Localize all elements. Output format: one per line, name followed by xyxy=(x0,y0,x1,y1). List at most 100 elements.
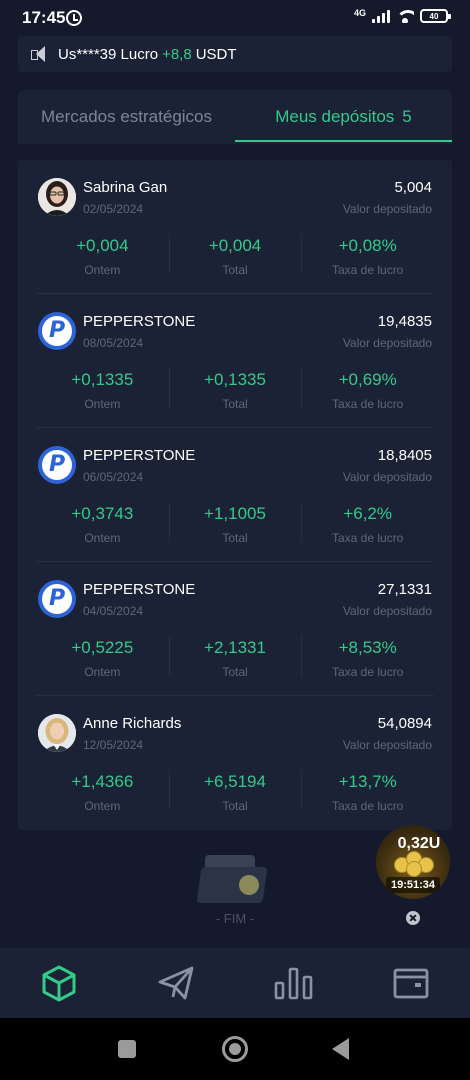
stat-rate: +0,08% Taxa de lucro xyxy=(301,230,434,280)
stat-label: Ontem xyxy=(84,665,121,679)
stat-rate: +6,2% Taxa de lucro xyxy=(301,498,434,548)
status-bar: 17:45 4G 40 xyxy=(0,0,470,36)
list-item[interactable]: Anne Richards 12/05/2024 54,0894 Valor d… xyxy=(36,696,434,830)
tab-my-deposits[interactable]: Meus depósitos 5 xyxy=(235,90,452,144)
stat-label: Taxa de lucro xyxy=(331,665,404,679)
signal-icon xyxy=(372,9,390,23)
stat-rate: +0,69% Taxa de lucro xyxy=(301,364,434,414)
avatar xyxy=(38,178,76,216)
deposit-date: 04/05/2024 xyxy=(83,604,144,618)
stat-yesterday: +0,5225 Ontem xyxy=(36,632,169,682)
deposit-date: 12/05/2024 xyxy=(83,738,144,752)
stat-label: Total xyxy=(222,799,248,813)
home-button[interactable] xyxy=(222,1036,248,1062)
bottom-nav xyxy=(0,948,470,1018)
amount-label: Valor depositado xyxy=(342,336,432,350)
stat-label: Ontem xyxy=(84,397,121,411)
list-item[interactable]: Sabrina Gan 02/05/2024 5,004 Valor depos… xyxy=(36,160,434,294)
stat-value: +0,1335 xyxy=(71,370,134,389)
stat-label: Total xyxy=(222,665,248,679)
reward-timer: 19:51:34 xyxy=(386,877,440,893)
stat-rate: +8,53% Taxa de lucro xyxy=(301,632,434,682)
stat-total: +2,1331 Total xyxy=(168,632,302,682)
stat-label: Taxa de lucro xyxy=(331,397,404,411)
close-icon[interactable] xyxy=(406,911,420,925)
paper-plane-icon xyxy=(158,966,194,1000)
deposit-amount: 18,8405 xyxy=(377,447,432,464)
stat-value: +0,3743 xyxy=(71,504,134,523)
deposit-name: Sabrina Gan xyxy=(83,179,168,196)
deposit-name: PEPPERSTONE xyxy=(83,447,196,464)
stat-yesterday: +1,4366 Ontem xyxy=(36,766,169,816)
stat-label: Taxa de lucro xyxy=(331,531,404,545)
stat-value: +0,5225 xyxy=(71,638,134,657)
list-end-text: - FIM - xyxy=(215,911,255,926)
nav-item-home[interactable] xyxy=(0,948,118,1018)
announcement-bar[interactable]: Us****39 Lucro +8,8 USDT xyxy=(18,36,452,72)
stat-value: +0,1335 xyxy=(204,370,266,389)
stat-label: Taxa de lucro xyxy=(331,799,404,813)
stat-label: Ontem xyxy=(84,799,121,813)
amount-label: Valor depositado xyxy=(342,202,432,216)
person-icon xyxy=(38,178,76,216)
stat-total: +6,5194 Total xyxy=(168,766,302,816)
deposit-date: 08/05/2024 xyxy=(83,336,144,350)
deposit-amount: 19,4835 xyxy=(377,313,432,330)
deposit-stats: +0,004 Ontem +0,004 Total +0,08% Taxa de… xyxy=(36,230,434,280)
stat-value: +2,1331 xyxy=(204,638,266,657)
recents-button[interactable] xyxy=(118,1040,136,1058)
nav-item-wallet[interactable] xyxy=(353,948,470,1018)
network-type: 4G xyxy=(353,7,366,18)
stat-value: +6,5194 xyxy=(204,772,266,791)
alarm-icon xyxy=(66,10,82,26)
pepperstone-logo-icon: P xyxy=(38,446,76,484)
stat-value: +1,4366 xyxy=(71,772,134,791)
list-item[interactable]: P PEPPERSTONE 08/05/2024 19,4835 Valor d… xyxy=(36,294,434,428)
tab-strategic-markets[interactable]: Mercados estratégicos xyxy=(18,90,235,144)
stat-yesterday: +0,1335 Ontem xyxy=(36,364,169,414)
deposit-stats: +0,1335 Ontem +0,1335 Total +0,69% Taxa … xyxy=(36,364,434,414)
list-item[interactable]: P PEPPERSTONE 06/05/2024 18,8405 Valor d… xyxy=(36,428,434,562)
pepperstone-logo-icon: P xyxy=(38,580,76,618)
announcement-unit: USDT xyxy=(195,45,237,63)
stat-label: Ontem xyxy=(84,531,121,545)
battery-icon: 40 xyxy=(420,9,451,23)
wallet-icon xyxy=(393,968,429,999)
stat-total: +0,1335 Total xyxy=(168,364,302,414)
stat-label: Total xyxy=(222,531,248,545)
list-item[interactable]: P PEPPERSTONE 04/05/2024 27,1331 Valor d… xyxy=(36,562,434,696)
status-time: 17:45 xyxy=(22,8,66,27)
amount-label: Valor depositado xyxy=(342,604,432,618)
deposit-date: 02/05/2024 xyxy=(83,202,144,216)
status-icons: 4G 40 xyxy=(353,7,451,23)
avatar xyxy=(38,714,76,752)
nav-item-markets[interactable] xyxy=(235,948,353,1018)
floating-reward-widget[interactable]: 0,32U 19:51:34 xyxy=(376,825,450,899)
stat-total: +0,004 Total xyxy=(168,230,302,280)
cube-icon xyxy=(42,965,76,1002)
reward-amount: 0,32U xyxy=(397,835,441,852)
stat-value: +0,69% xyxy=(338,370,397,389)
stat-label: Total xyxy=(222,397,248,411)
back-button[interactable] xyxy=(332,1038,349,1060)
empty-folder-icon xyxy=(196,855,269,905)
stat-value: +0,004 xyxy=(208,236,262,255)
nav-item-send[interactable] xyxy=(118,948,236,1018)
deposit-amount: 5,004 xyxy=(394,179,432,196)
tab-label: Meus depósitos xyxy=(275,107,395,126)
announcement-value: +8,8 xyxy=(162,45,192,63)
stat-label: Ontem xyxy=(84,263,121,277)
amount-label: Valor depositado xyxy=(342,738,432,752)
bar-chart-icon xyxy=(274,967,313,1000)
battery-level: 40 xyxy=(429,11,439,21)
tab-bar: Mercados estratégicos Meus depósitos 5 xyxy=(18,90,452,144)
wifi-icon xyxy=(396,9,414,23)
stat-value: +1,1005 xyxy=(204,504,266,523)
deposit-list: Sabrina Gan 02/05/2024 5,004 Valor depos… xyxy=(18,160,452,830)
tab-label: Mercados estratégicos xyxy=(40,107,213,126)
deposit-name: Anne Richards xyxy=(83,715,182,732)
deposit-name: PEPPERSTONE xyxy=(83,581,196,598)
deposit-date: 06/05/2024 xyxy=(83,470,144,484)
stat-value: +6,2% xyxy=(343,504,393,523)
stat-yesterday: +0,3743 Ontem xyxy=(36,498,169,548)
